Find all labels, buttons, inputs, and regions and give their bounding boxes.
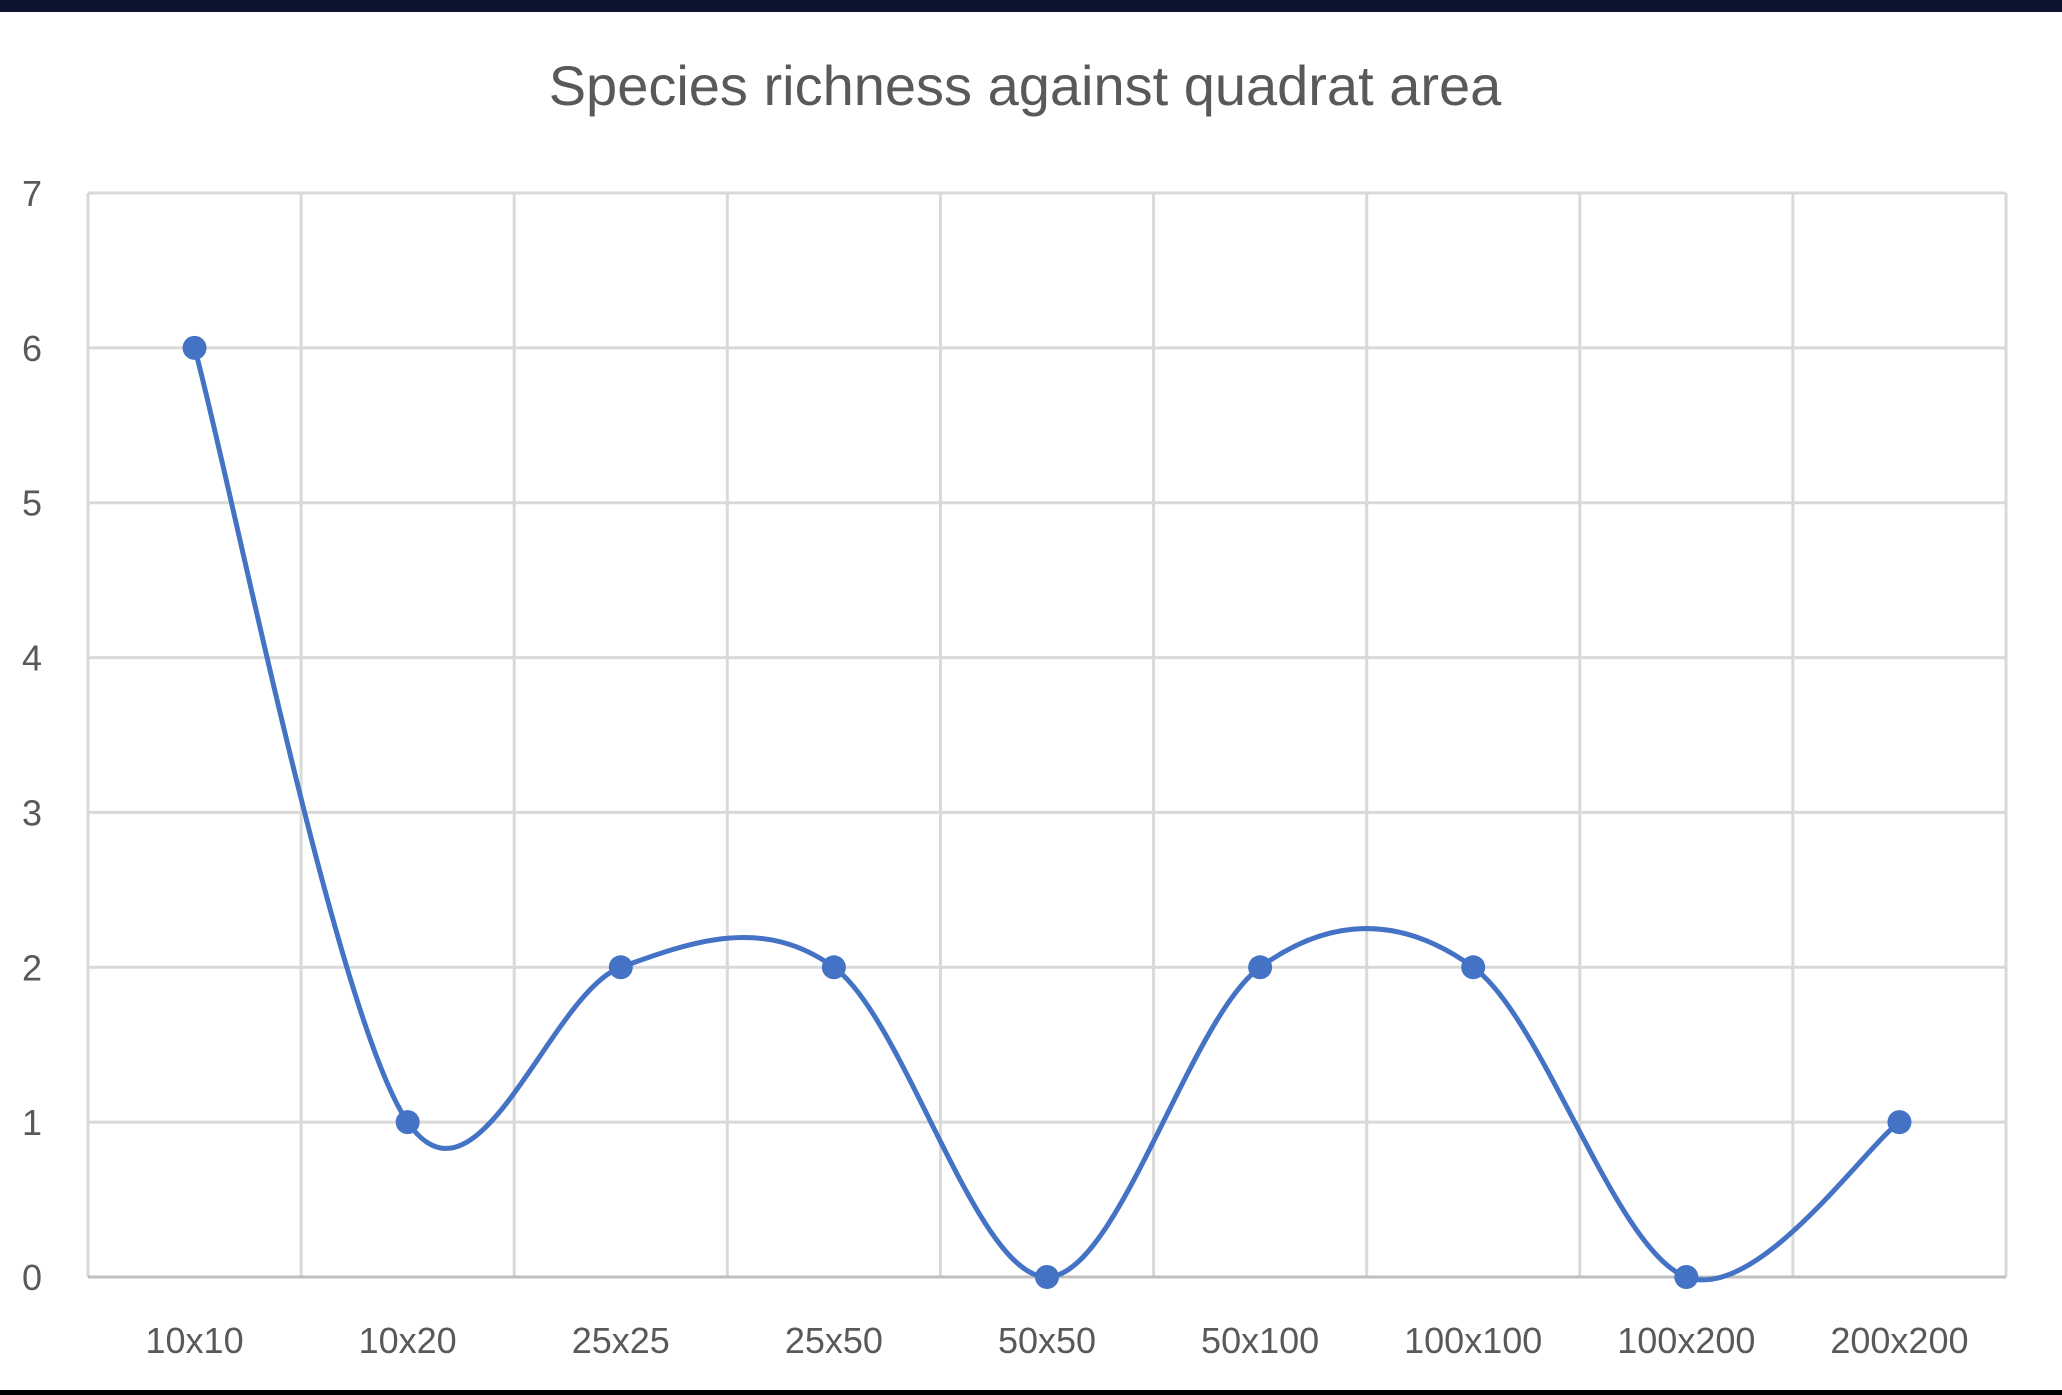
x-tick-label-10x20: 10x20 [359, 1320, 457, 1361]
x-tick-label-25x25: 25x25 [572, 1320, 670, 1361]
y-tick-label-2: 2 [22, 947, 42, 988]
series-layer [182, 335, 1912, 1289]
data-point-10x20 [395, 1110, 420, 1135]
x-tick-label-25x50: 25x50 [785, 1320, 883, 1361]
x-tick-label-10x10: 10x10 [146, 1320, 244, 1361]
window-top-strip [0, 0, 2062, 12]
data-point-10x10 [182, 335, 207, 360]
y-tick-label-1: 1 [22, 1102, 42, 1143]
chart-title: Species richness against quadrat area [549, 54, 1502, 117]
x-tick-label-100x100: 100x100 [1404, 1320, 1542, 1361]
y-tick-label-5: 5 [22, 483, 42, 524]
data-point-200x200 [1887, 1110, 1912, 1135]
y-tick-label-7: 7 [22, 173, 42, 214]
chart-area: Species richness against quadrat area 0 1… [0, 12, 2062, 1390]
line-chart: Species richness against quadrat area 0 1… [22, 54, 2008, 1361]
data-point-50x50 [1035, 1265, 1059, 1289]
y-tick-label-0: 0 [22, 1257, 42, 1298]
data-point-25x25 [608, 955, 633, 980]
data-point-25x50 [821, 955, 846, 980]
y-tick-label-4: 4 [22, 638, 42, 679]
y-tick-label-3: 3 [22, 792, 42, 833]
tick-label-layer: 0 1 2 3 4 5 6 7 10x10 10x20 25x25 25x50 50x50 50x100 1… [22, 173, 1969, 1361]
x-tick-label-100x200: 100x200 [1617, 1320, 1755, 1361]
data-point-100x100 [1461, 955, 1486, 980]
x-tick-label-50x50: 50x50 [998, 1320, 1096, 1361]
x-tick-label-50x100: 50x100 [1201, 1320, 1319, 1361]
grid-layer [86, 191, 2008, 1279]
data-point-50x100 [1248, 955, 1273, 980]
x-tick-label-200x200: 200x200 [1830, 1320, 1968, 1361]
y-tick-label-6: 6 [22, 328, 42, 369]
data-point-100x200 [1674, 1265, 1699, 1289]
